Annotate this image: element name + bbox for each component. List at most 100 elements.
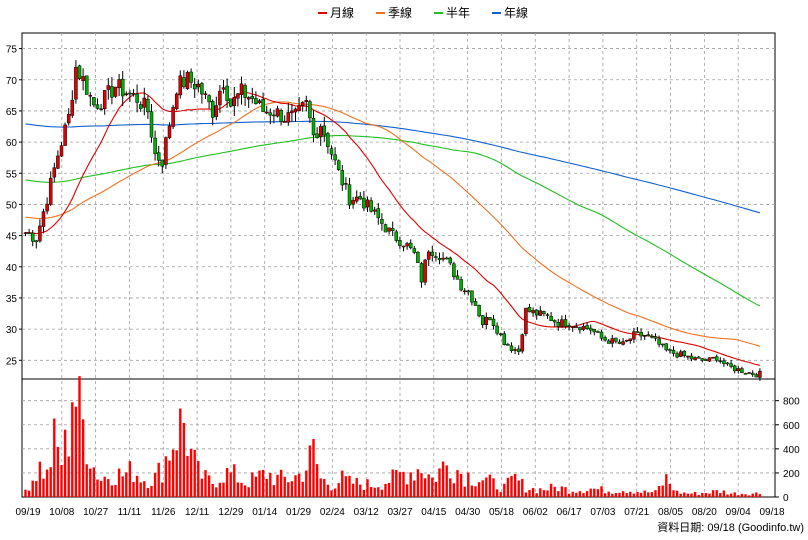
- volume-bar: [279, 469, 283, 497]
- candle-body: [714, 356, 719, 361]
- volume-bar: [467, 472, 470, 497]
- volume-bar: [56, 446, 60, 497]
- volume-bar: [258, 470, 261, 497]
- candle-body: [588, 327, 593, 331]
- volume-bar: [751, 493, 754, 497]
- candle-body: [189, 71, 193, 83]
- volume-bar: [283, 476, 286, 497]
- volume-bar: [63, 429, 67, 497]
- candle-body: [599, 331, 604, 339]
- candle-body: [664, 343, 669, 351]
- candle-body: [210, 101, 215, 118]
- volume-bar: [535, 493, 538, 497]
- candle-body: [621, 341, 625, 345]
- volume-bar: [164, 456, 168, 497]
- legend-label-3: 年線: [504, 5, 528, 20]
- volume-bar: [567, 493, 571, 497]
- price-tick-label: 75: [6, 45, 18, 56]
- price-tick-label: 55: [6, 169, 18, 180]
- candle-body: [531, 310, 535, 314]
- volume-bar: [272, 485, 276, 497]
- volume-bars: [24, 376, 762, 497]
- candle-body: [272, 114, 276, 117]
- volume-bar: [650, 492, 654, 497]
- date-tick-label: 03/27: [387, 507, 412, 518]
- candle-body: [668, 349, 672, 351]
- volume-bar: [107, 479, 110, 497]
- candle-body: [542, 311, 546, 314]
- volume-bar: [200, 478, 204, 497]
- price-tick-label: 60: [6, 138, 18, 149]
- volume-bar: [456, 470, 459, 497]
- candle-body: [311, 117, 316, 136]
- candle-body: [560, 319, 564, 327]
- date-tick-label: 10/08: [49, 507, 74, 518]
- candle-body: [268, 112, 273, 116]
- volume-bar: [423, 478, 427, 497]
- volume-bar: [618, 492, 621, 497]
- candle-body: [581, 325, 586, 330]
- date-tick-label: 09/19: [15, 507, 40, 518]
- candle-body: [437, 257, 442, 261]
- candle-body: [578, 327, 582, 331]
- date-tick-label: 04/15: [421, 507, 446, 518]
- volume-bar: [441, 461, 445, 497]
- volume-bar: [81, 419, 85, 497]
- volume-tick-label: 600: [783, 421, 800, 432]
- candle-body: [92, 97, 96, 106]
- candle-body: [333, 154, 337, 161]
- volume-bar: [398, 472, 402, 497]
- ma-line-quarter: [25, 101, 761, 347]
- volume-bar: [607, 491, 610, 497]
- volume-bar: [737, 495, 740, 497]
- candle-body: [646, 334, 651, 337]
- volume-bar: [697, 494, 700, 497]
- volume-bar: [719, 492, 722, 497]
- candle-body: [383, 224, 388, 233]
- volume-bar: [755, 492, 758, 497]
- volume-bar: [337, 483, 340, 497]
- volume-bar: [341, 470, 344, 497]
- candle-body: [434, 256, 438, 258]
- candle-body: [718, 360, 723, 363]
- volume-bar: [135, 475, 139, 497]
- candle-body: [614, 337, 618, 342]
- candle-body: [750, 372, 755, 375]
- candle-body: [603, 337, 607, 341]
- volume-bar: [125, 472, 128, 497]
- candle-body: [146, 98, 150, 113]
- volume-bar: [49, 467, 52, 497]
- volume-bar: [269, 472, 272, 497]
- volume-bar: [85, 464, 88, 497]
- volume-bar: [218, 482, 222, 497]
- volume-bar: [254, 476, 258, 497]
- candle-body: [430, 251, 435, 256]
- price-tick-label: 70: [6, 76, 18, 87]
- candle-body: [117, 79, 121, 89]
- volume-bar: [351, 483, 355, 497]
- candle-body: [131, 92, 136, 95]
- price-tick-label: 35: [6, 294, 18, 305]
- volume-bar: [434, 481, 438, 497]
- candle-body: [462, 290, 467, 293]
- candle-body: [567, 325, 571, 327]
- volume-bar: [413, 480, 416, 497]
- candle-body: [344, 183, 348, 185]
- candle-body: [135, 93, 139, 103]
- candle-body: [747, 372, 751, 374]
- candle-body: [534, 309, 539, 316]
- volume-bar: [449, 478, 452, 497]
- volume-bar: [308, 445, 312, 497]
- volume-bar: [128, 461, 132, 497]
- volume-bar: [643, 490, 646, 497]
- candle-body: [340, 170, 345, 186]
- candle-body: [732, 365, 737, 372]
- candle-body: [178, 75, 183, 96]
- volume-bar: [405, 484, 409, 497]
- candle-body: [502, 333, 507, 346]
- volume-bar: [251, 472, 254, 497]
- candle-body: [290, 110, 294, 114]
- candle-body: [275, 108, 280, 117]
- volume-bar: [621, 491, 625, 497]
- candle-body: [200, 83, 204, 95]
